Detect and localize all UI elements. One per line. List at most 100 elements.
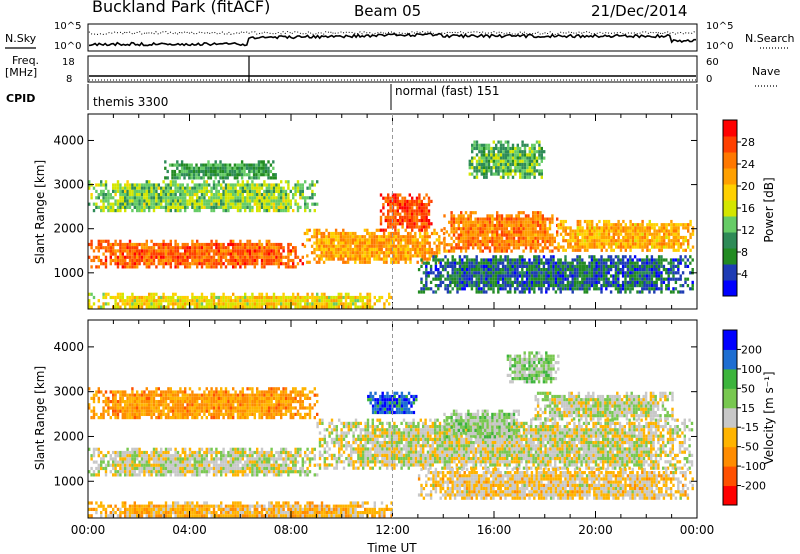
heatmap-cell xyxy=(184,246,187,250)
heatmap-cell xyxy=(251,252,254,256)
heatmap-cell xyxy=(521,280,524,284)
heatmap-cell xyxy=(617,287,620,291)
heatmap-cell xyxy=(475,172,479,176)
heatmap-cell xyxy=(263,246,266,250)
heatmap-cell xyxy=(210,196,213,200)
heatmap-cell xyxy=(506,268,510,272)
heatmap-cell xyxy=(361,251,364,255)
heatmap-cell xyxy=(380,295,384,300)
heatmap-cell xyxy=(540,271,543,275)
heatmap-cell xyxy=(169,183,172,187)
heatmap-cell xyxy=(375,235,379,239)
heatmap-cell xyxy=(549,268,553,272)
heatmap-cell xyxy=(116,249,120,253)
heatmap-cell xyxy=(641,223,644,227)
heatmap-cell xyxy=(665,232,668,236)
heatmap-cell xyxy=(116,180,120,184)
heatmap-cell xyxy=(190,173,193,177)
heatmap-cell xyxy=(330,254,333,258)
heatmap-cell xyxy=(546,233,549,237)
heatmap-cell xyxy=(287,183,290,187)
heatmap-cell xyxy=(104,249,108,253)
heatmap-cell xyxy=(128,239,132,243)
heatmap-cell xyxy=(239,239,242,243)
heatmap-cell xyxy=(437,268,440,272)
heatmap-cell xyxy=(435,251,439,255)
heatmap-cell xyxy=(453,264,457,268)
heatmap-cell xyxy=(174,292,177,296)
heatmap-cell xyxy=(380,251,383,255)
heatmap-cell xyxy=(489,277,493,281)
heatmap-cell xyxy=(612,226,615,230)
heatmap-cell xyxy=(143,295,146,300)
heatmap-cell xyxy=(411,235,415,239)
heatmap-cell xyxy=(92,186,96,190)
heatmap-cell xyxy=(593,280,596,284)
heatmap-cell xyxy=(239,255,242,259)
heatmap-cell xyxy=(506,271,510,275)
heatmap-cell xyxy=(208,189,211,193)
heatmap-cell xyxy=(184,255,187,259)
heatmap-cell xyxy=(248,209,252,213)
heatmap-cell xyxy=(530,277,534,281)
heatmap-cell xyxy=(533,268,536,272)
heatmap-cell xyxy=(241,249,244,253)
heatmap-cell xyxy=(488,227,492,231)
heatmap-cell xyxy=(234,252,237,256)
heatmap-cell xyxy=(100,305,103,309)
heatmap-cell xyxy=(100,463,103,467)
heatmap-cell xyxy=(477,271,481,275)
heatmap-cell xyxy=(411,244,415,248)
heatmap-cell xyxy=(289,295,292,300)
heatmap-cell xyxy=(320,305,324,309)
heatmap-cell xyxy=(413,209,416,213)
heatmap-cell xyxy=(246,305,249,309)
heatmap-cell xyxy=(423,215,426,219)
heatmap-cell xyxy=(590,268,594,272)
heatmap-cell xyxy=(256,255,259,259)
heatmap-cell xyxy=(507,166,510,170)
heatmap-cell xyxy=(540,274,543,278)
heatmap-cell xyxy=(198,258,201,263)
heatmap-cell xyxy=(264,173,268,177)
heatmap-cell xyxy=(344,247,347,252)
heatmap-cell xyxy=(104,183,108,187)
heatmap-cell xyxy=(428,257,431,261)
heatmap-cell xyxy=(394,254,398,258)
heatmap-cell xyxy=(414,244,417,248)
heatmap-cell xyxy=(258,209,261,213)
heatmap-cell xyxy=(262,160,265,164)
heatmap-cell xyxy=(655,235,659,240)
heatmap-cell xyxy=(332,244,335,248)
heatmap-cell xyxy=(140,252,144,256)
heatmap-cell xyxy=(124,262,127,266)
heatmap-cell xyxy=(354,247,357,252)
heatmap-cell xyxy=(128,189,132,193)
heatmap-cell xyxy=(467,223,470,228)
heatmap-cell xyxy=(397,251,400,255)
heatmap-cell xyxy=(420,258,423,262)
heatmap-cell xyxy=(425,212,428,216)
heatmap-cell xyxy=(567,239,570,243)
heatmap-cell xyxy=(421,235,424,239)
heatmap-cell xyxy=(638,284,642,288)
heatmap-cell xyxy=(164,176,167,180)
heatmap-cell xyxy=(356,305,360,309)
heatmap-cell xyxy=(296,186,300,190)
heatmap-cell xyxy=(605,232,608,236)
heatmap-cell xyxy=(485,166,488,170)
heatmap-cell xyxy=(236,249,240,253)
heatmap-cell xyxy=(645,258,649,262)
heatmap-cell xyxy=(394,251,398,255)
heatmap-cell xyxy=(475,277,478,281)
heatmap-cell xyxy=(176,205,180,209)
heatmap-cell xyxy=(370,241,374,245)
heatmap-cell xyxy=(473,169,476,173)
heatmap-cell xyxy=(219,166,222,170)
heatmap-cell xyxy=(494,280,498,284)
heatmap-cell xyxy=(510,223,513,228)
heatmap-cell xyxy=(179,246,182,250)
heatmap-cell xyxy=(468,172,471,176)
heatmap-cell xyxy=(150,249,153,253)
heatmap-cell xyxy=(92,255,96,259)
